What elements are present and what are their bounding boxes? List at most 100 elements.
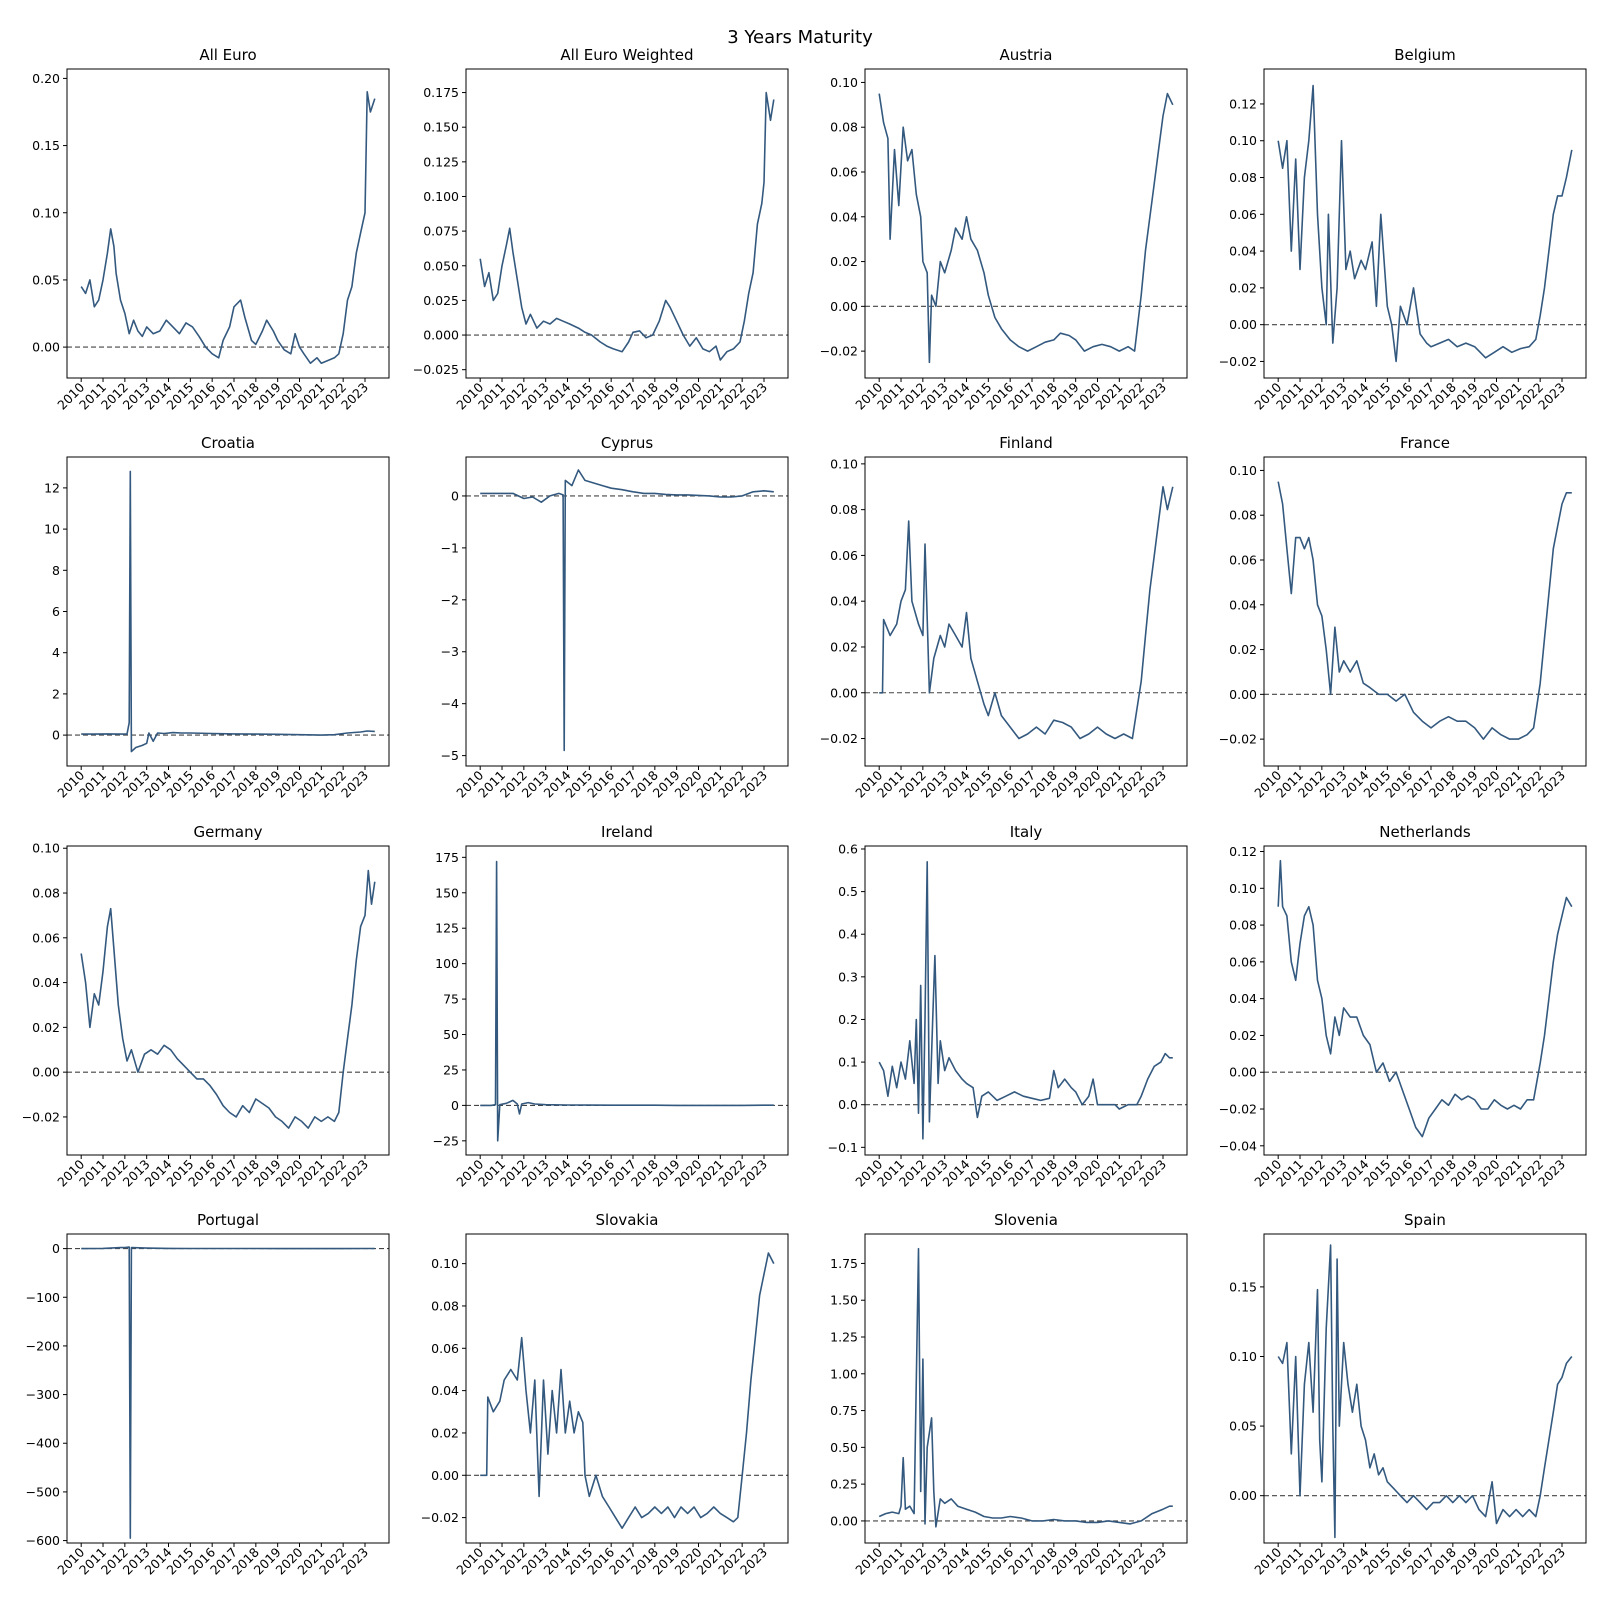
y-tick-label: −5 xyxy=(441,748,459,763)
series-line xyxy=(1277,481,1572,740)
series-line xyxy=(878,92,1174,364)
axes-frame xyxy=(864,68,1188,379)
subplot-slovakia: Slovakia−0.020.000.020.040.060.080.10201… xyxy=(421,1211,789,1578)
y-tick-label: 100 xyxy=(435,956,459,971)
y-tick-label: −0.02 xyxy=(421,1510,459,1525)
y-tick-label: 0.10 xyxy=(1229,1349,1257,1364)
y-tick-label: 0.08 xyxy=(830,502,858,517)
y-tick-label: 0.150 xyxy=(423,120,459,135)
y-tick-label: 0.02 xyxy=(1229,280,1257,295)
subplot-title: Portugal xyxy=(197,1211,259,1229)
y-tick-label: 0.08 xyxy=(32,886,60,901)
y-tick-label: 50 xyxy=(443,1027,459,1042)
y-tick-label: 0.025 xyxy=(423,293,459,308)
y-tick-label: −4 xyxy=(441,696,459,711)
y-tick-label: 0.04 xyxy=(830,594,858,609)
subplot-title: Belgium xyxy=(1394,46,1456,64)
y-tick-label: 0.6 xyxy=(838,841,858,856)
y-tick-label: 0.10 xyxy=(32,205,60,220)
axes-frame xyxy=(864,1233,1188,1544)
y-tick-label: −200 xyxy=(26,1338,60,1353)
subplot-title: Slovakia xyxy=(596,1211,659,1229)
subplot-finland: Finland−0.020.000.020.040.060.080.102010… xyxy=(820,434,1188,801)
y-tick-label: 0.00 xyxy=(1229,687,1257,702)
y-tick-label: 0.1 xyxy=(838,1055,858,1070)
axes-frame xyxy=(1263,68,1587,379)
subplot-croatia: Croatia024681012201020112012201320142015… xyxy=(44,434,390,801)
y-tick-label: 0.02 xyxy=(431,1425,459,1440)
y-tick-label: 0.02 xyxy=(1229,642,1257,657)
axes-frame xyxy=(465,456,789,767)
y-tick-label: 0.5 xyxy=(838,884,858,899)
y-tick-label: 0 xyxy=(451,1098,459,1113)
series-line xyxy=(1277,1244,1573,1539)
series-line xyxy=(878,1247,1173,1528)
y-tick-label: −400 xyxy=(26,1436,60,1451)
y-tick-label: 0.10 xyxy=(1229,133,1257,148)
y-tick-label: −0.1 xyxy=(828,1140,858,1155)
y-tick-label: 1.50 xyxy=(830,1293,858,1308)
y-tick-label: 0.08 xyxy=(1229,170,1257,185)
subplot-title: All Euro xyxy=(199,46,256,64)
y-tick-label: 0.05 xyxy=(1229,1419,1257,1434)
y-tick-label: 0.08 xyxy=(1229,918,1257,933)
y-tick-label: −500 xyxy=(26,1484,60,1499)
y-tick-label: 0.06 xyxy=(1229,553,1257,568)
subplot-slovenia: Slovenia 0.00 0.25 0.50 0.75 1.00 1.25 1.50 1.75… xyxy=(830,1211,1188,1578)
y-tick-label: 0.12 xyxy=(1229,844,1257,859)
y-tick-label: 0.00 xyxy=(830,1513,858,1528)
y-tick-label: 0.00 xyxy=(1229,1065,1257,1080)
y-tick-label: −0.02 xyxy=(1219,732,1257,747)
subplot-title: Finland xyxy=(999,434,1053,452)
subplot-title: Austria xyxy=(1000,46,1053,64)
y-tick-label: 0.00 xyxy=(32,340,60,355)
y-tick-label: 0.04 xyxy=(1229,244,1257,259)
y-tick-label: −1 xyxy=(441,540,459,555)
y-tick-label: −0.02 xyxy=(1219,354,1257,369)
axes-frame xyxy=(1263,845,1587,1156)
axes-frame xyxy=(465,845,789,1156)
y-tick-label: 0.00 xyxy=(32,1065,60,1080)
y-tick-label: 8 xyxy=(52,563,60,578)
axes-frame xyxy=(66,1233,390,1544)
series-line xyxy=(879,486,1174,740)
subplot-france: France−0.020.000.020.040.060.080.1020102… xyxy=(1219,434,1587,801)
subplot-ireland: Ireland−25025507510012515017520102011201… xyxy=(433,823,789,1190)
y-tick-label: 0.10 xyxy=(830,75,858,90)
subplot-netherlands: Netherlands −0.04 −0.02 0.00 0.02 0.04 0.06 0.0… xyxy=(1219,823,1587,1190)
y-tick-label: 25 xyxy=(443,1062,459,1077)
y-tick-label: 150 xyxy=(435,885,459,900)
y-tick-label: 0.06 xyxy=(830,165,858,180)
y-tick-label: −2 xyxy=(441,592,459,607)
y-tick-label: 1.00 xyxy=(830,1366,858,1381)
y-tick-label: 0.02 xyxy=(32,1020,60,1035)
subplot-title: Croatia xyxy=(201,434,255,452)
y-tick-label: −0.04 xyxy=(1219,1138,1257,1153)
y-tick-label: 0.10 xyxy=(1229,881,1257,896)
subplot-spain: Spain0.000.050.100.152010201120122013201… xyxy=(1229,1211,1587,1578)
y-tick-label: −0.025 xyxy=(413,362,459,377)
subplot-title: Netherlands xyxy=(1379,823,1471,841)
y-tick-label: −100 xyxy=(26,1290,60,1305)
series-line xyxy=(480,1252,775,1529)
y-tick-label: 1.75 xyxy=(830,1256,858,1271)
y-tick-label: 75 xyxy=(443,992,459,1007)
y-tick-label: 0.00 xyxy=(830,299,858,314)
y-tick-label: 1.25 xyxy=(830,1330,858,1345)
subplot-title: Ireland xyxy=(601,823,653,841)
axes-frame xyxy=(864,845,1188,1156)
subplot-title: Spain xyxy=(1404,1211,1446,1229)
subplot-title: Slovenia xyxy=(994,1211,1058,1229)
axes-frame xyxy=(864,456,1188,767)
y-tick-label: 0.000 xyxy=(423,328,459,343)
y-tick-label: 0.00 xyxy=(1229,317,1257,332)
y-tick-label: 0.25 xyxy=(830,1477,858,1492)
y-tick-label: 0.50 xyxy=(830,1440,858,1455)
y-tick-label: 0.06 xyxy=(1229,954,1257,969)
axes-frame xyxy=(1263,456,1587,767)
y-tick-label: 0.02 xyxy=(1229,1028,1257,1043)
y-tick-label: 0.0 xyxy=(838,1097,858,1112)
series-line xyxy=(80,91,376,364)
